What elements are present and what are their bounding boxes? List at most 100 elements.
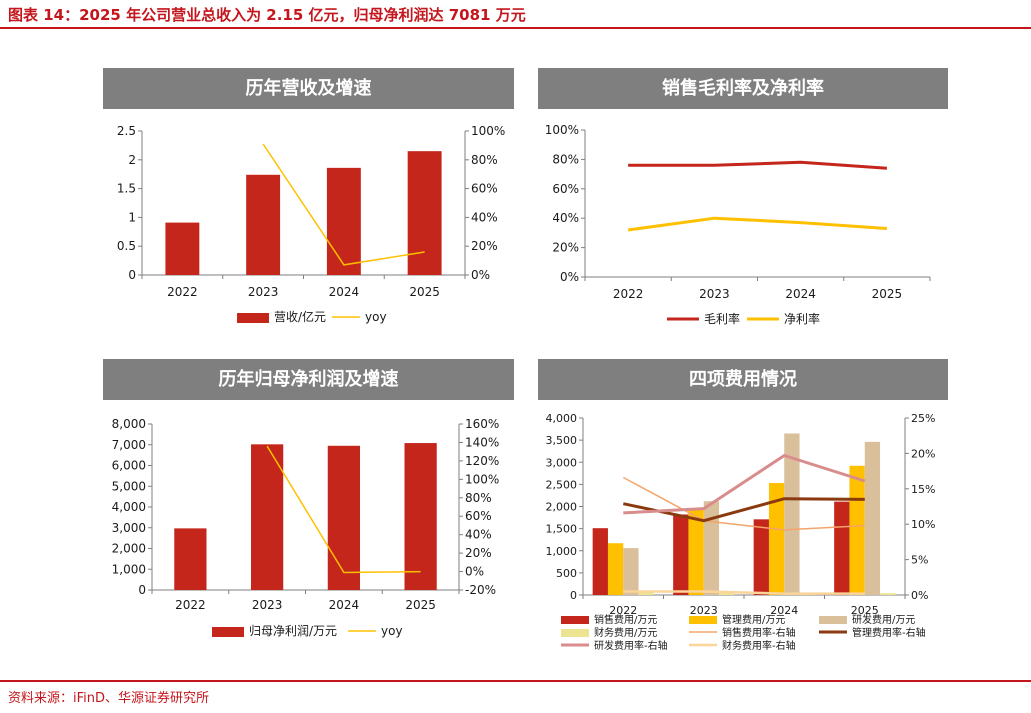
x-tick-label: 2022 — [175, 598, 206, 612]
expenses-chart: 0 500 1,000 1,500 2,000 2,500 3,000 3,500 4,000 0… — [546, 412, 936, 652]
legend-label: yoy — [381, 624, 403, 638]
bar — [784, 433, 800, 595]
banner-revenue: 历年营收及增速 — [103, 68, 514, 109]
y2-tick-label: 40% — [465, 528, 492, 542]
source-note: 资料来源：iFinD、华源证券研究所 — [8, 691, 210, 706]
legend-label: 研发费用/万元 — [852, 613, 915, 626]
y2-tick-label: 80% — [465, 491, 492, 505]
figure-title: 图表 14：2025 年公司营业总收入为 2.15 亿元，归母净利润达 7081… — [8, 6, 526, 24]
y-tick-label: 0% — [560, 270, 579, 284]
y2-tick-label: 100% — [471, 124, 505, 138]
bar — [246, 174, 281, 275]
bar — [407, 151, 442, 275]
y2-tick-label: 60% — [465, 509, 492, 523]
y-tick-label: 5,000 — [112, 479, 146, 493]
series-line — [623, 590, 865, 595]
series-line — [622, 476, 865, 531]
bar — [753, 519, 769, 595]
bar — [864, 441, 881, 595]
y-tick-label: 100% — [545, 123, 579, 137]
y2-tick-label: 20% — [911, 447, 935, 460]
legend-label: 财务费用率-右轴 — [722, 639, 796, 652]
x-tick-label: 2023 — [252, 598, 283, 612]
y-tick-label: 80% — [552, 152, 579, 166]
x-tick-label: 2025 — [405, 598, 436, 612]
y2-tick-label: 40% — [471, 210, 498, 224]
y2-tick-label: 140% — [465, 435, 499, 449]
y2-tick-label: 20% — [465, 546, 492, 560]
legend-label: 管理费用率-右轴 — [852, 626, 926, 639]
y2-tick-label: 25% — [911, 412, 935, 425]
bar — [404, 443, 437, 590]
y-tick-label: 1,500 — [546, 523, 578, 536]
x-tick-label: 2022 — [167, 285, 198, 299]
y2-tick-label: 0% — [465, 565, 484, 579]
series-line — [628, 160, 888, 170]
bar — [768, 483, 785, 595]
bar — [880, 593, 896, 595]
y-tick-label: 6,000 — [112, 459, 146, 473]
y-tick-label: 3,500 — [546, 434, 578, 447]
y2-tick-label: -20% — [465, 583, 496, 597]
y2-tick-label: 60% — [471, 182, 498, 196]
bar — [834, 501, 850, 595]
y-tick-label: 1,000 — [546, 545, 578, 558]
y-tick-label: 60% — [552, 182, 579, 196]
bar — [251, 444, 284, 590]
bar — [673, 514, 689, 595]
margin-chart: 0% 20% 40% 60% 80% 100% 2022 2023 2024 2025 毛利率 净利率 — [545, 123, 931, 326]
y2-tick-label: 0% — [911, 589, 928, 602]
y-tick-label: 1 — [128, 210, 136, 224]
y2-tick-label: 10% — [911, 518, 935, 531]
y-tick-label: 0 — [128, 268, 136, 282]
y-tick-label: 20% — [552, 241, 579, 255]
x-tick-label: 2024 — [329, 285, 360, 299]
footer-rule — [0, 680, 1031, 682]
legend-swatch — [212, 627, 244, 637]
y-tick-label: 2 — [128, 153, 136, 167]
bar — [703, 501, 720, 595]
y2-tick-label: 120% — [465, 454, 499, 468]
banner-expenses: 四项费用情况 — [538, 359, 948, 400]
bar — [638, 592, 654, 595]
series-line — [266, 445, 421, 574]
y2-tick-label: 20% — [471, 239, 498, 253]
legend-swatch — [819, 616, 847, 624]
y-tick-label: 3,000 — [112, 521, 146, 535]
y2-tick-label: 160% — [465, 417, 499, 431]
title-rule — [0, 27, 1031, 29]
legend-label: 销售费用/万元 — [594, 613, 657, 626]
x-tick-label: 2025 — [851, 604, 879, 617]
bar — [688, 508, 704, 595]
bar — [607, 543, 624, 595]
y-tick-label: 4,000 — [546, 412, 578, 425]
y-tick-label: 2,000 — [546, 501, 578, 514]
bar — [849, 465, 865, 595]
x-tick-label: 2024 — [770, 604, 798, 617]
y-tick-label: 8,000 — [112, 417, 146, 431]
y-tick-label: 500 — [556, 567, 577, 580]
legend-label: 财务费用/万元 — [594, 626, 657, 639]
y-tick-label: 2,000 — [112, 542, 146, 556]
y-tick-label: 3,000 — [546, 456, 578, 469]
x-tick-label: 2024 — [329, 598, 360, 612]
y-tick-label: 2.5 — [117, 124, 136, 138]
legend-swatch — [689, 616, 717, 624]
y-tick-label: 7,000 — [112, 438, 146, 452]
y2-tick-label: 5% — [911, 554, 928, 567]
legend-label: 销售费用率-右轴 — [722, 626, 796, 639]
bar — [165, 222, 200, 275]
series-line — [623, 454, 866, 515]
x-tick-label: 2024 — [785, 287, 816, 301]
y-tick-label: 0.5 — [117, 239, 136, 253]
legend-label: 毛利率 — [704, 311, 740, 326]
series-line — [262, 143, 425, 266]
x-tick-label: 2023 — [699, 287, 730, 301]
legend-label: 管理费用/万元 — [722, 613, 785, 626]
x-tick-label: 2022 — [609, 604, 637, 617]
bar — [327, 445, 360, 590]
y2-tick-label: 80% — [471, 153, 498, 167]
banner-net-profit: 历年归母净利润及增速 — [103, 359, 514, 400]
legend-label: 研发费用率-右轴 — [594, 639, 668, 652]
y-tick-label: 0 — [570, 589, 577, 602]
